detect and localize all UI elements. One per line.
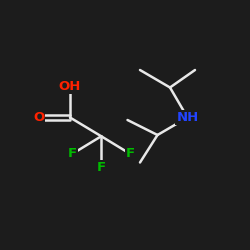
Text: O: O — [33, 111, 44, 124]
Text: F: F — [126, 147, 134, 160]
Text: F: F — [97, 161, 106, 174]
Text: OH: OH — [59, 80, 81, 93]
Text: F: F — [68, 147, 77, 160]
Text: NH: NH — [176, 111, 199, 124]
